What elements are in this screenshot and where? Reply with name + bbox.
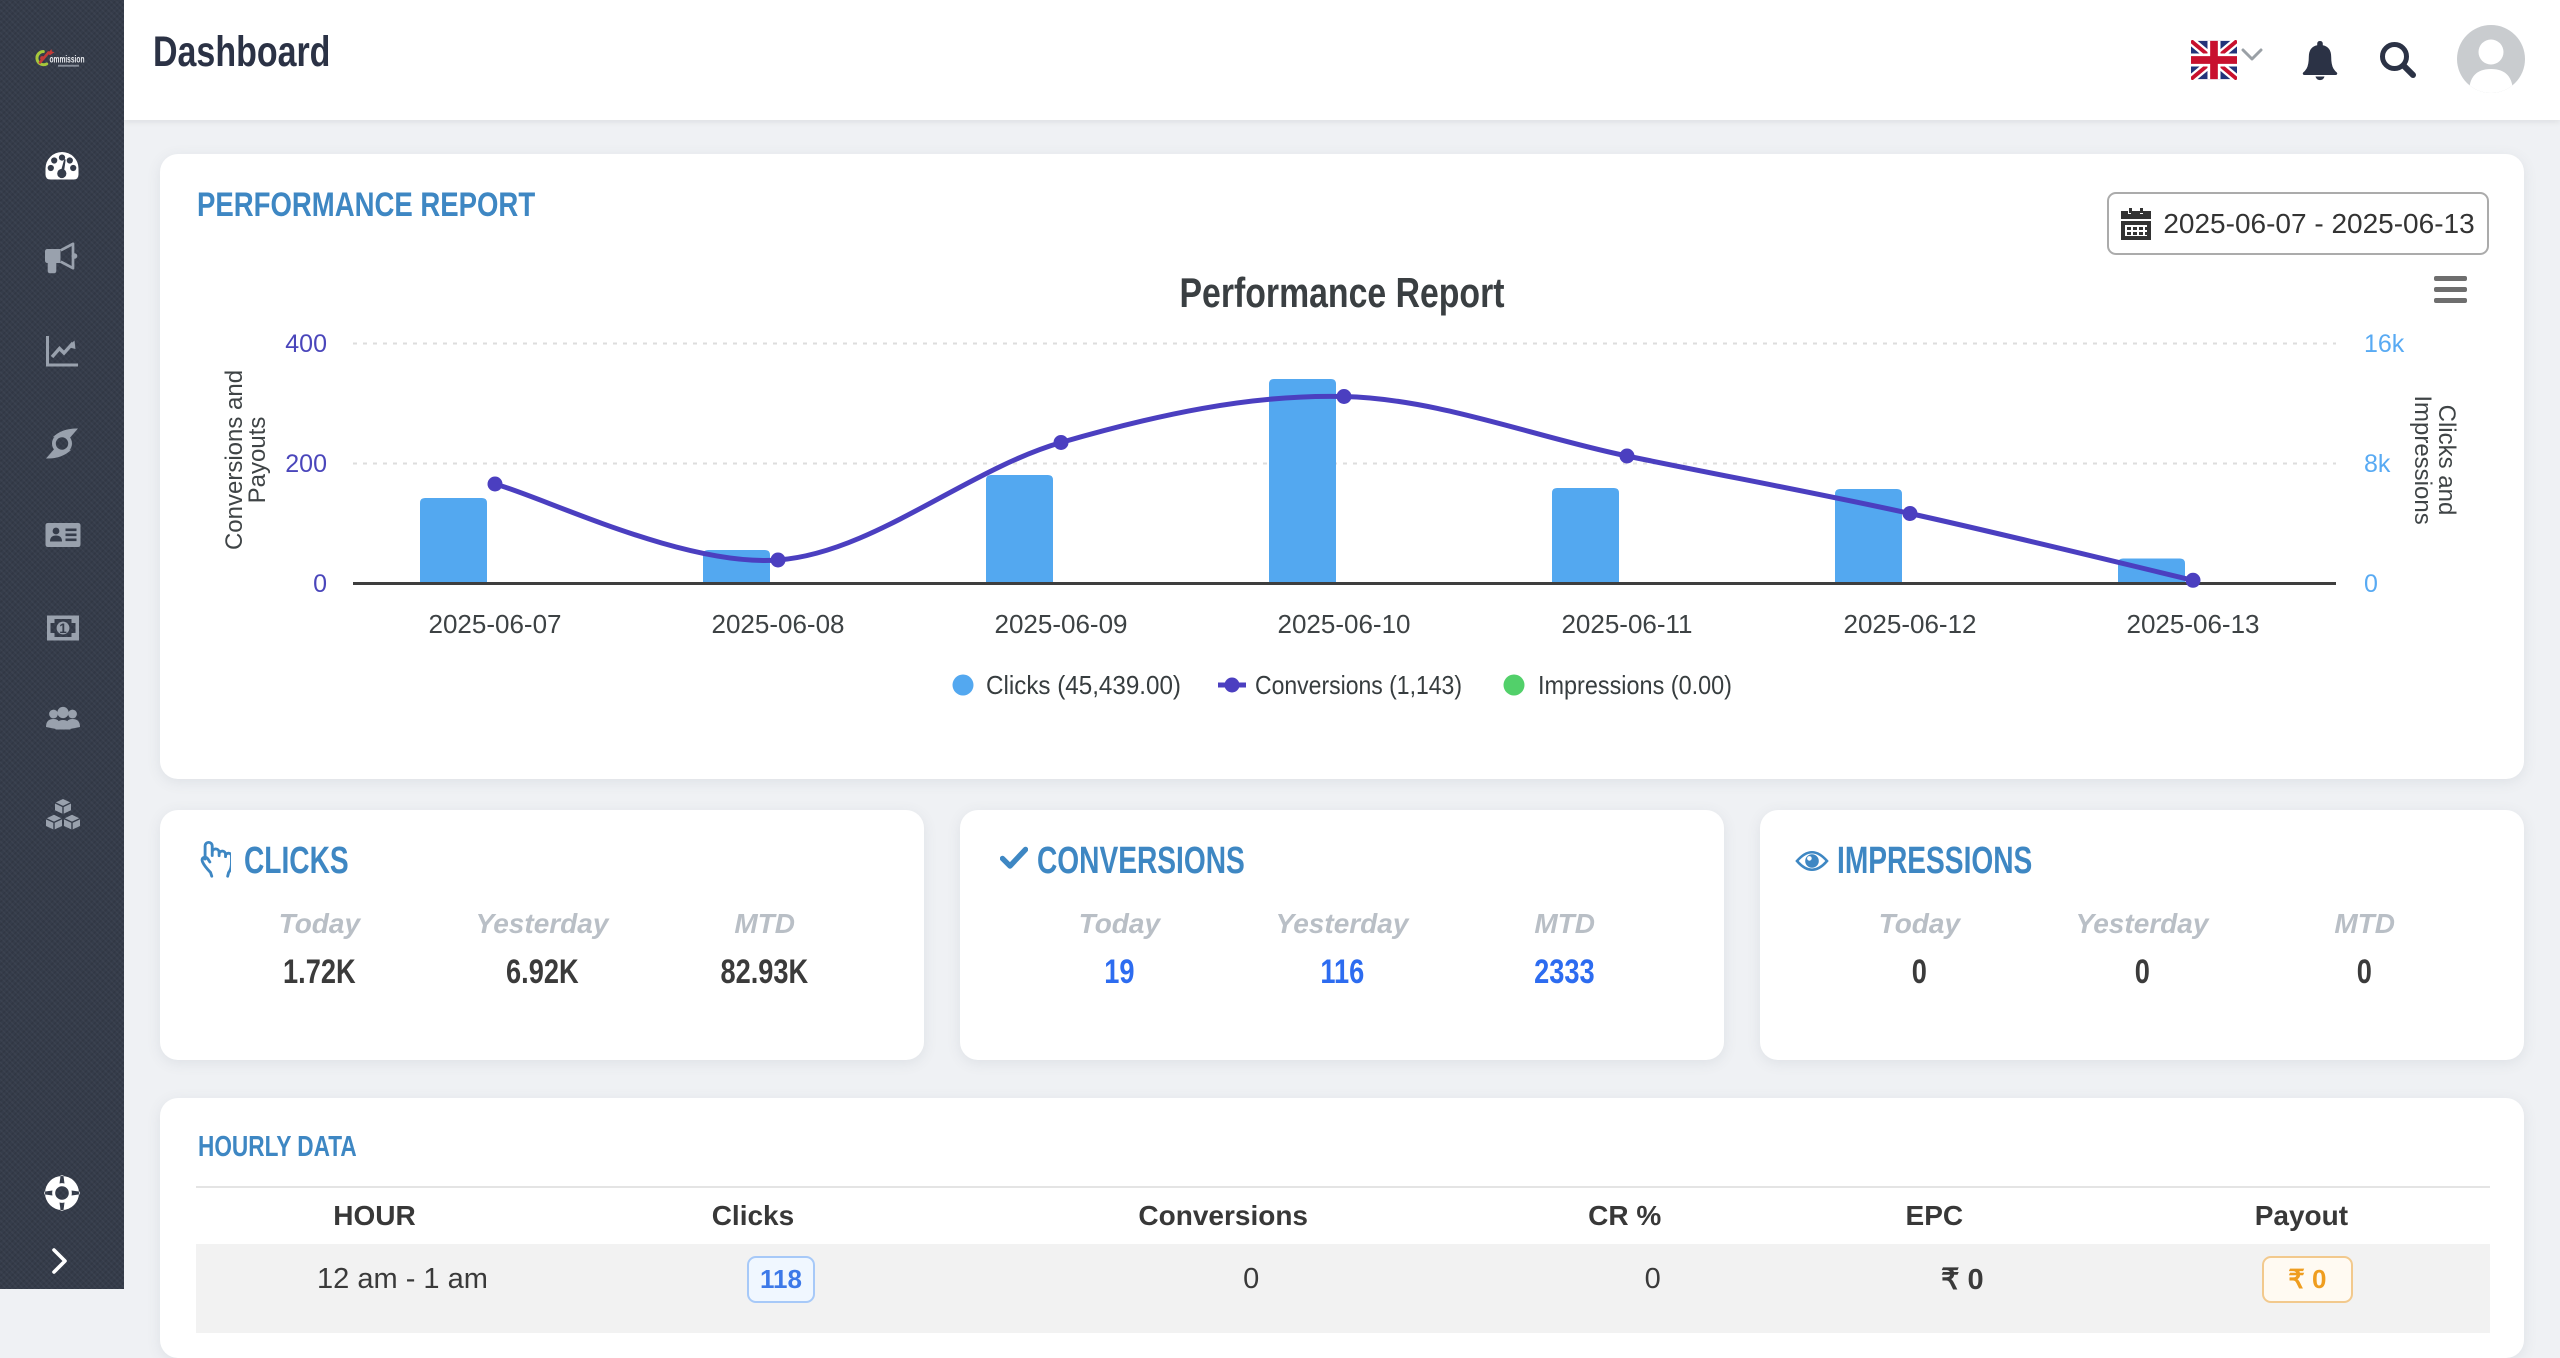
svg-text:0: 0 — [313, 570, 327, 598]
svg-text:Conversions and: Conversions and — [221, 370, 248, 550]
svg-text:2025-06-09: 2025-06-09 — [995, 609, 1128, 639]
svg-text:Impressions: Impressions — [2409, 395, 2436, 524]
svg-text:2025-06-08: 2025-06-08 — [712, 609, 845, 639]
svg-text:ommission: ommission — [50, 54, 85, 65]
svg-text:Performance Report: Performance Report — [1180, 269, 1505, 316]
svg-text:8k: 8k — [2364, 450, 2391, 478]
svg-text:Clicks (45,439.00): Clicks (45,439.00) — [986, 670, 1181, 700]
svg-text:Payouts: Payouts — [244, 417, 271, 504]
svg-text:2025-06-10: 2025-06-10 — [1278, 609, 1411, 639]
svg-text:1: 1 — [59, 621, 67, 636]
svg-text:200: 200 — [285, 450, 327, 478]
svg-text:0: 0 — [2364, 570, 2378, 598]
svg-text:Conversions (1,143): Conversions (1,143) — [1255, 670, 1462, 700]
svg-text:2025-06-11: 2025-06-11 — [1561, 609, 1692, 639]
svg-text:Clicks and: Clicks and — [2433, 405, 2460, 516]
svg-text:2025-06-07: 2025-06-07 — [429, 609, 562, 639]
svg-text:2025-06-13: 2025-06-13 — [2127, 609, 2260, 639]
svg-text:400: 400 — [285, 330, 327, 358]
svg-text:16k: 16k — [2364, 330, 2405, 358]
svg-text:Impressions (0.00): Impressions (0.00) — [1538, 670, 1732, 700]
svg-text:2025-06-12: 2025-06-12 — [1844, 609, 1977, 639]
